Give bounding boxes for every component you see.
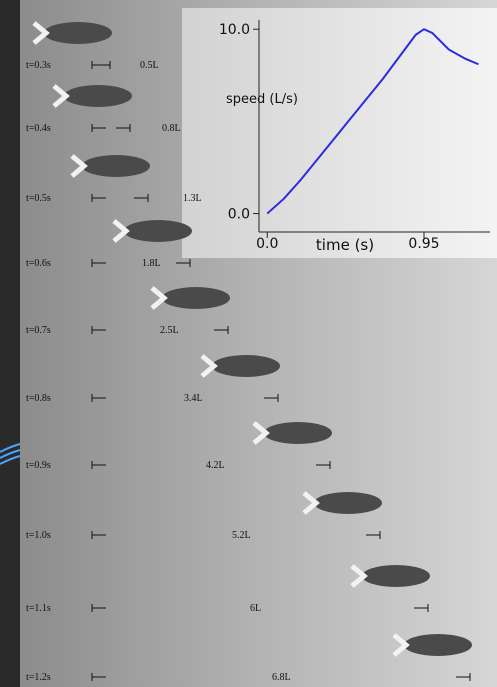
left-strip bbox=[0, 0, 20, 687]
time-label: t=0.8s bbox=[26, 393, 51, 404]
x-tick-label: 0.95 bbox=[408, 236, 439, 252]
distance-label: 1.8L bbox=[142, 258, 161, 269]
x-axis-label: time (s) bbox=[316, 236, 374, 254]
time-label: t=1.2s bbox=[26, 672, 51, 683]
distance-label: 0.8L bbox=[162, 123, 181, 134]
time-label: t=1.1s bbox=[26, 603, 51, 614]
time-label: t=1.0s bbox=[26, 530, 51, 541]
fish-body bbox=[44, 22, 112, 44]
figure: t=0.3s 0.5L t=0.4s 0.8L t=0.5s 1.3L t=0.6s 1.8L… bbox=[0, 0, 497, 687]
y-tick-label: 0.0 bbox=[228, 207, 250, 223]
time-label: t=0.7s bbox=[26, 325, 51, 336]
fish-body bbox=[404, 634, 472, 656]
distance-label: 4.2L bbox=[206, 460, 225, 471]
y-tick-label: 10.0 bbox=[219, 22, 250, 38]
fish-body bbox=[314, 492, 382, 514]
fish-body bbox=[362, 565, 430, 587]
distance-label: 6.8L bbox=[272, 672, 291, 683]
fish-body bbox=[82, 155, 150, 177]
fish-body bbox=[212, 355, 280, 377]
time-label: t=0.3s bbox=[26, 60, 51, 71]
distance-label: 2.5L bbox=[160, 325, 179, 336]
distance-label: 1.3L bbox=[183, 193, 202, 204]
fish-body bbox=[124, 220, 192, 242]
time-label: t=0.4s bbox=[26, 123, 51, 134]
time-label: t=0.9s bbox=[26, 460, 51, 471]
x-tick-label: 0.0 bbox=[256, 236, 278, 252]
time-label: t=0.6s bbox=[26, 258, 51, 269]
distance-label: 5.2L bbox=[232, 530, 251, 541]
fish-body bbox=[264, 422, 332, 444]
distance-label: 0.5L bbox=[140, 60, 159, 71]
fish-body bbox=[162, 287, 230, 309]
fish-body bbox=[64, 85, 132, 107]
time-label: t=0.5s bbox=[26, 193, 51, 204]
distance-label: 3.4L bbox=[184, 393, 203, 404]
distance-label: 6L bbox=[250, 603, 261, 614]
y-axis-label: speed (L/s) bbox=[226, 92, 298, 107]
